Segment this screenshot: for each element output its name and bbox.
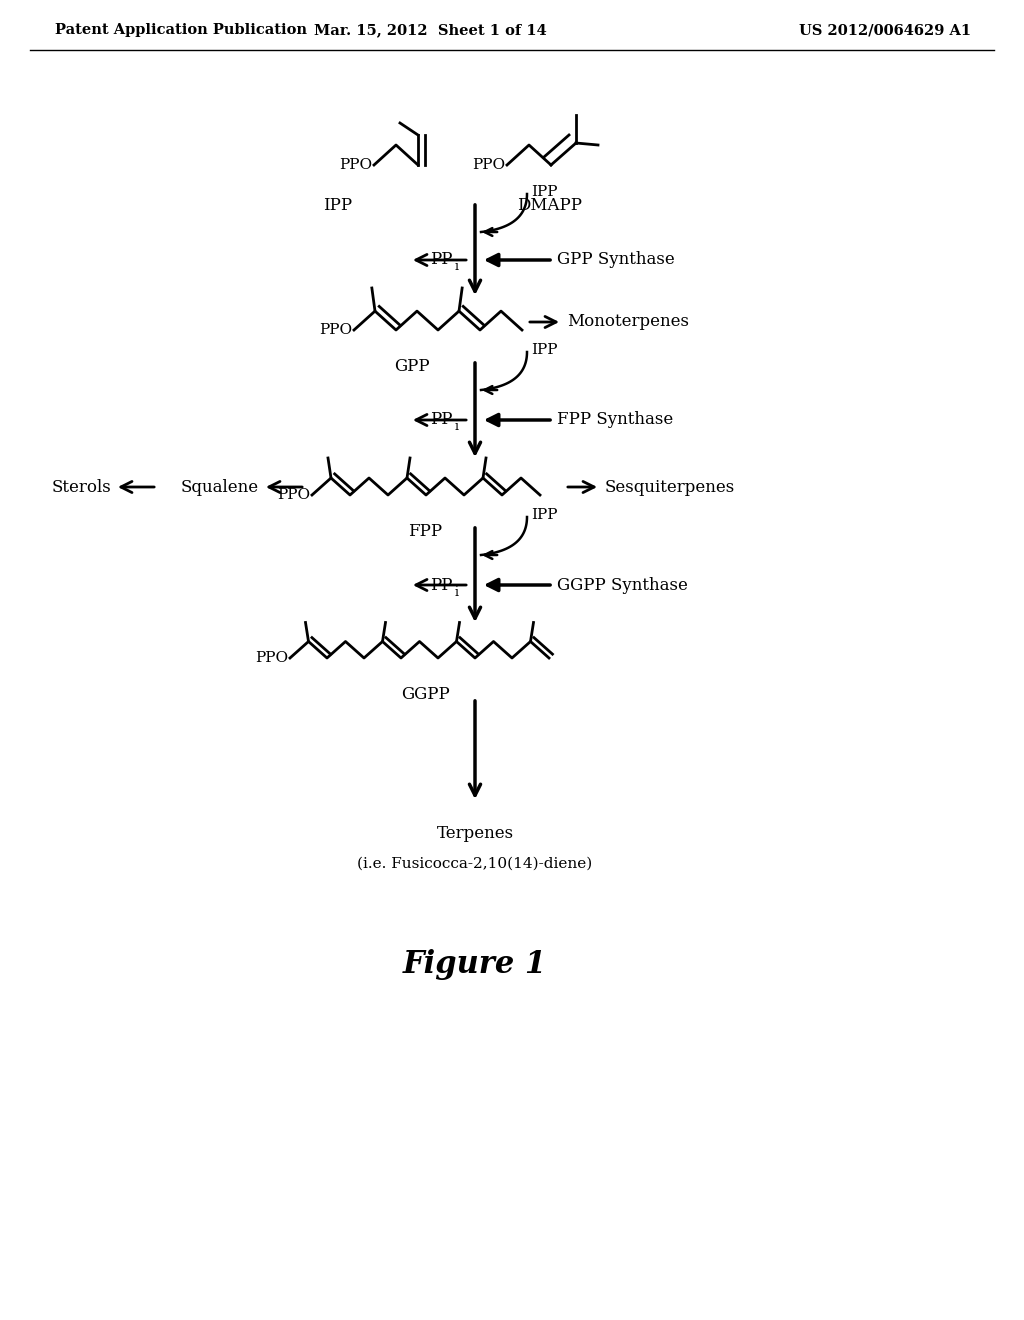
Text: Monoterpenes: Monoterpenes <box>567 314 689 330</box>
Text: Patent Application Publication: Patent Application Publication <box>55 22 307 37</box>
Text: GPP Synthase: GPP Synthase <box>557 252 675 268</box>
Text: FPP Synthase: FPP Synthase <box>557 412 673 429</box>
Text: Squalene: Squalene <box>181 479 259 495</box>
Text: i: i <box>455 421 459 433</box>
Text: PPO: PPO <box>318 323 352 337</box>
Text: PP: PP <box>430 252 453 268</box>
Text: IPP: IPP <box>531 185 557 199</box>
Text: Sterols: Sterols <box>51 479 111 495</box>
Text: IPP: IPP <box>324 197 352 214</box>
Text: PPO: PPO <box>276 488 310 502</box>
Text: DMAPP: DMAPP <box>517 197 583 214</box>
Text: GPP: GPP <box>394 358 430 375</box>
Text: US 2012/0064629 A1: US 2012/0064629 A1 <box>799 22 971 37</box>
Text: i: i <box>455 260 459 273</box>
Text: Figure 1: Figure 1 <box>402 949 547 981</box>
Text: PP: PP <box>430 412 453 429</box>
Text: PPO: PPO <box>472 158 505 172</box>
Text: Sesquiterpenes: Sesquiterpenes <box>605 479 735 495</box>
Text: IPP: IPP <box>531 343 557 356</box>
Text: IPP: IPP <box>531 508 557 521</box>
Text: GGPP Synthase: GGPP Synthase <box>557 577 688 594</box>
Text: GGPP: GGPP <box>401 686 451 704</box>
Text: i: i <box>455 586 459 598</box>
Text: Terpenes: Terpenes <box>436 825 514 842</box>
Text: FPP: FPP <box>408 523 442 540</box>
Text: PPO: PPO <box>255 651 288 665</box>
Text: (i.e. Fusicocca-2,10(14)-diene): (i.e. Fusicocca-2,10(14)-diene) <box>357 857 593 871</box>
Text: PP: PP <box>430 577 453 594</box>
Text: Mar. 15, 2012  Sheet 1 of 14: Mar. 15, 2012 Sheet 1 of 14 <box>313 22 547 37</box>
Text: PPO: PPO <box>339 158 372 172</box>
